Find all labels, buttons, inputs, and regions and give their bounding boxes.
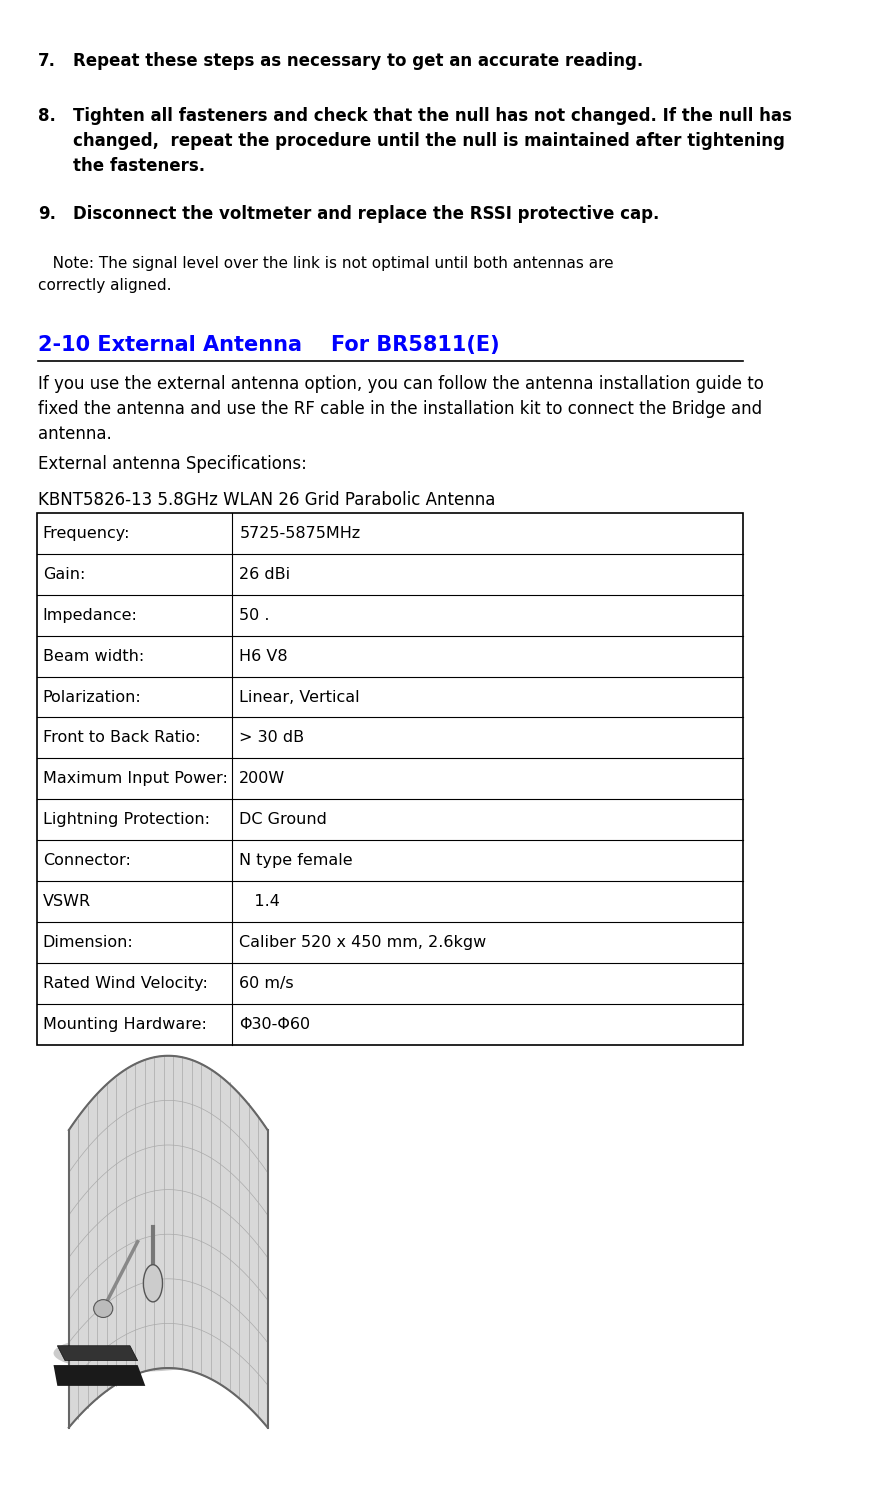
Text: External antenna Specifications:: External antenna Specifications:: [38, 455, 307, 473]
Text: Rated Wind Velocity:: Rated Wind Velocity:: [43, 975, 208, 990]
Ellipse shape: [93, 1300, 112, 1317]
Text: Maximum Input Power:: Maximum Input Power:: [43, 772, 228, 787]
Text: Φ30-Φ60: Φ30-Φ60: [239, 1017, 310, 1032]
Polygon shape: [53, 1365, 146, 1386]
Text: 1.4: 1.4: [239, 894, 280, 909]
Text: Dimension:: Dimension:: [43, 935, 133, 950]
Bar: [37, 513, 743, 1044]
Text: 26 dBi: 26 dBi: [239, 567, 290, 581]
Text: Mounting Hardware:: Mounting Hardware:: [43, 1017, 207, 1032]
Text: 7.: 7.: [38, 52, 56, 70]
Text: VSWR: VSWR: [43, 894, 91, 909]
Text: Beam width:: Beam width:: [43, 648, 144, 663]
Text: Note: The signal level over the link is not optimal until both antennas are
corr: Note: The signal level over the link is …: [38, 256, 614, 293]
Text: 60 m/s: 60 m/s: [239, 975, 294, 990]
Text: Repeat these steps as necessary to get an accurate reading.: Repeat these steps as necessary to get a…: [72, 52, 643, 70]
Text: Disconnect the voltmeter and replace the RSSI protective cap.: Disconnect the voltmeter and replace the…: [72, 205, 659, 223]
Text: Tighten all fasteners and check that the null has not changed. If the null has
c: Tighten all fasteners and check that the…: [72, 107, 792, 175]
Polygon shape: [69, 1056, 268, 1428]
Text: > 30 dB: > 30 dB: [239, 730, 304, 745]
Ellipse shape: [53, 1335, 221, 1371]
Text: Gain:: Gain:: [43, 567, 85, 581]
Text: Linear, Vertical: Linear, Vertical: [239, 690, 360, 705]
Text: 5725-5875MHz: 5725-5875MHz: [239, 526, 361, 541]
Text: 50 .: 50 .: [239, 608, 269, 623]
Polygon shape: [58, 1346, 138, 1361]
Text: DC Ground: DC Ground: [239, 812, 327, 827]
Text: Frequency:: Frequency:: [43, 526, 130, 541]
Text: 8.: 8.: [38, 107, 56, 125]
Text: N type female: N type female: [239, 854, 353, 868]
Ellipse shape: [143, 1264, 162, 1303]
Text: Polarization:: Polarization:: [43, 690, 141, 705]
Text: Front to Back Ratio:: Front to Back Ratio:: [43, 730, 201, 745]
Text: KBNT5826-13 5.8GHz WLAN 26 Grid Parabolic Antenna: KBNT5826-13 5.8GHz WLAN 26 Grid Paraboli…: [38, 491, 495, 509]
Text: Caliber 520 x 450 mm, 2.6kgw: Caliber 520 x 450 mm, 2.6kgw: [239, 935, 487, 950]
Text: 2-10 External Antenna    For BR5811(E): 2-10 External Antenna For BR5811(E): [38, 335, 500, 354]
Text: 9.: 9.: [38, 205, 56, 223]
Text: Connector:: Connector:: [43, 854, 131, 868]
Text: If you use the external antenna option, you can follow the antenna installation : If you use the external antenna option, …: [38, 375, 764, 443]
Text: 200W: 200W: [239, 772, 286, 787]
Text: Lightning Protection:: Lightning Protection:: [43, 812, 210, 827]
Text: Impedance:: Impedance:: [43, 608, 138, 623]
Text: H6 V8: H6 V8: [239, 648, 288, 663]
